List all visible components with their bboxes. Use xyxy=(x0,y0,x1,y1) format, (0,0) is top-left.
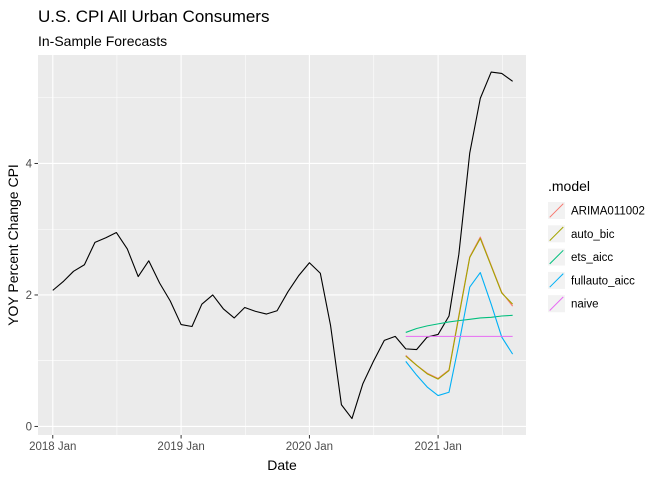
legend-key-line xyxy=(549,226,564,241)
plot-panel xyxy=(38,55,526,435)
x-axis-title: Date xyxy=(267,457,297,473)
major-grid xyxy=(38,55,526,435)
minor-grid xyxy=(38,55,526,435)
x-tick-label: 2020 Jan xyxy=(286,441,333,453)
legend: .model ARIMA011002 auto_bic ets_aiccfullau… xyxy=(548,178,645,313)
x-tick-label: 2021 Jan xyxy=(414,441,461,453)
y-tick-label: 2 xyxy=(26,290,32,302)
y-tick-label: 4 xyxy=(26,158,33,170)
series-line-fullauto-aicc xyxy=(405,272,514,397)
legend-label: auto_bic xyxy=(571,229,615,241)
legend-label: naive xyxy=(571,299,599,311)
y-axis: 0 2 4 xyxy=(26,158,38,433)
legend-title: .model xyxy=(548,178,590,194)
series-layer xyxy=(52,71,514,420)
legend-key-line xyxy=(549,273,564,288)
x-tick-label: 2019 Jan xyxy=(157,441,204,453)
chart-title: U.S. CPI All Urban Consumers xyxy=(38,7,270,26)
x-tick-label: 2018 Jan xyxy=(29,441,76,453)
legend-key-line xyxy=(549,249,564,265)
series-line-auto-bic xyxy=(405,237,514,380)
x-axis: 2018 Jan 2019 Jan 2020 Jan 2021 Jan xyxy=(29,435,462,453)
legend-label: ets_aicc xyxy=(571,252,613,264)
legend-label: fullauto_aicc xyxy=(571,275,635,287)
y-tick-label: 0 xyxy=(26,421,32,433)
legend-key-line xyxy=(549,203,564,218)
legend-label: ARIMA011002 xyxy=(571,206,645,218)
legend-key-line xyxy=(549,296,564,311)
y-axis-title: YOY Percent Change CPI xyxy=(5,164,21,326)
actual-series-line xyxy=(52,71,513,420)
chart-subtitle: In-Sample Forecasts xyxy=(38,33,168,49)
